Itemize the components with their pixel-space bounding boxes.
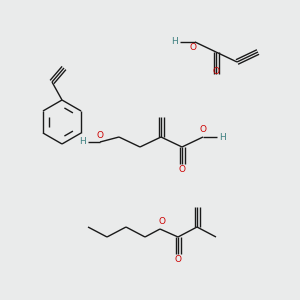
Text: O: O — [158, 218, 166, 226]
Text: O: O — [178, 166, 185, 175]
Text: O: O — [200, 125, 206, 134]
Text: H: H — [172, 38, 178, 46]
Text: O: O — [175, 256, 182, 265]
Text: H: H — [219, 133, 225, 142]
Text: O: O — [97, 130, 104, 140]
Text: H: H — [80, 137, 86, 146]
Text: O: O — [212, 67, 220, 76]
Text: O: O — [190, 43, 196, 52]
